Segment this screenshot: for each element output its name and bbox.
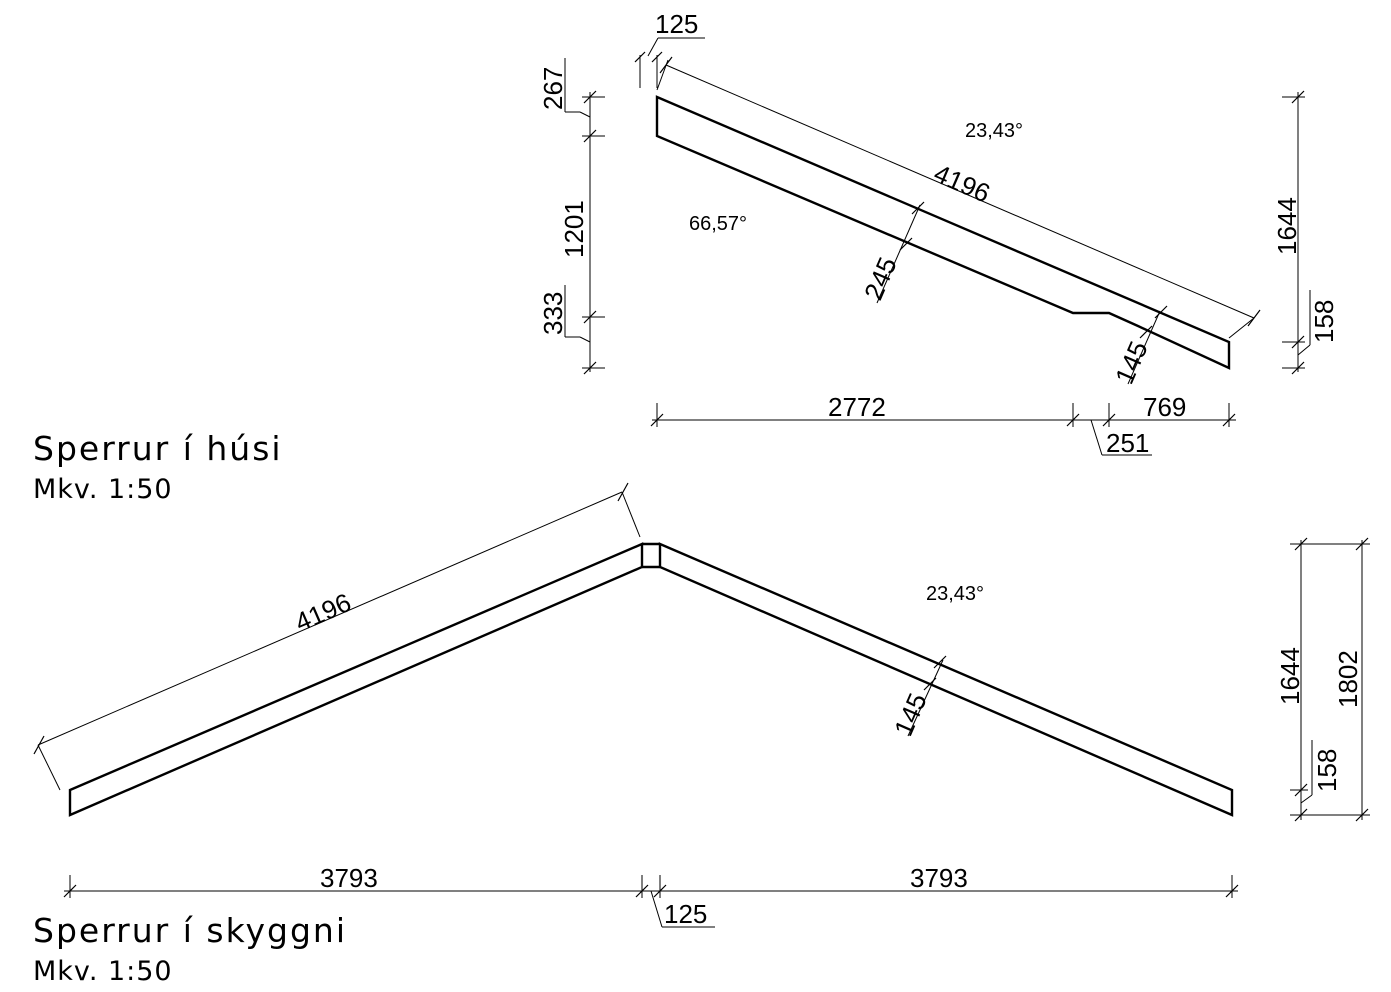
canopy-left-rafter-outline	[68, 542, 644, 817]
canopy-right-vertical-dimensions	[1290, 537, 1370, 822]
canopy-title: Sperrur í skyggni	[33, 911, 347, 950]
house-notch-label: 251	[1106, 428, 1149, 458]
house-depth-dimension	[876, 201, 925, 304]
canopy-depth-dimension	[907, 655, 947, 737]
canopy-right-rafter-outline	[658, 542, 1234, 817]
canopy-length-dimension	[33, 482, 641, 791]
house-top-offset-label: 267	[538, 67, 568, 110]
house-angle-top-label: 23,43°	[965, 120, 1023, 142]
canopy-gap-label: 125	[664, 899, 707, 929]
canopy-rafter-drawing: 4196 23,43° 145 1644 1802 158 3793 3793 …	[33, 482, 1370, 987]
canopy-run-left-label: 3793	[320, 863, 378, 893]
canopy-bottom-horizontal-dimensions	[63, 875, 1239, 928]
house-length-dimension	[656, 56, 1261, 339]
house-right-small-label: 158	[1309, 300, 1339, 343]
house-title: Sperrur í húsi	[33, 429, 283, 468]
canopy-height-total-label: 1802	[1333, 650, 1363, 708]
canopy-run-right-label: 3793	[910, 863, 968, 893]
house-rafter-outline	[655, 95, 1231, 370]
house-run-end-label: 769	[1143, 392, 1186, 422]
canopy-length-label: 4196	[290, 587, 355, 638]
house-bottom-horizontal-dimensions	[650, 403, 1236, 456]
house-height-main-label: 1201	[559, 200, 589, 258]
house-ridge-label: 125	[655, 9, 698, 39]
house-bottom-offset-label: 333	[538, 292, 568, 335]
house-rafter-drawing: 125 23,43° 66,57° 4196 245 145 267 1201 …	[33, 9, 1339, 505]
canopy-angle-label: 23,43°	[926, 583, 984, 605]
house-total-height-label: 1644	[1272, 197, 1302, 255]
house-scale: Mkv. 1:50	[33, 474, 173, 505]
house-depth-small-dimension	[1127, 305, 1168, 385]
house-run-main-label: 2772	[828, 392, 886, 422]
house-ridge-dimension	[634, 37, 705, 88]
house-length-label: 4196	[930, 158, 995, 209]
house-right-vertical-dimensions	[1282, 90, 1311, 375]
canopy-height-label: 1644	[1275, 647, 1305, 705]
canopy-scale: Mkv. 1:50	[33, 956, 173, 987]
house-left-vertical-dimensions	[564, 58, 605, 375]
canopy-small-label: 158	[1312, 749, 1342, 792]
canopy-ridge-gap	[642, 542, 660, 569]
house-depth-small-label: 145	[1109, 337, 1154, 389]
house-angle-side-label: 66,57°	[689, 213, 747, 235]
